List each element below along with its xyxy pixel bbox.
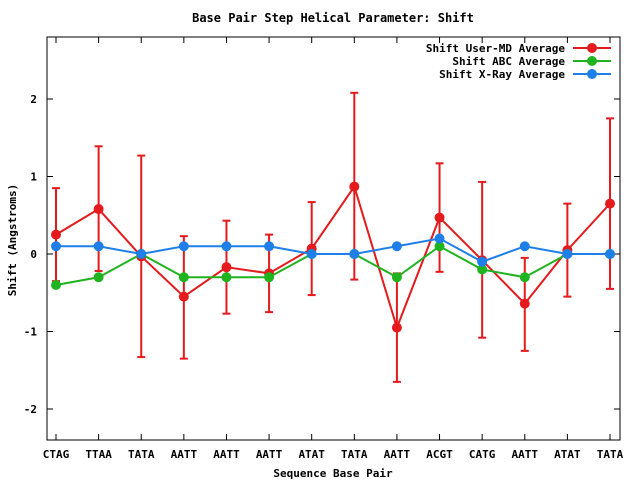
series-line <box>56 237 610 263</box>
data-point <box>221 272 232 283</box>
y-axis-label: Shift (Angstroms) <box>6 184 19 297</box>
data-point <box>477 256 488 267</box>
x-tick-label: CTAG <box>43 448 70 461</box>
legend-swatch-marker <box>587 43 597 53</box>
x-axis-label: Sequence Base Pair <box>273 467 393 480</box>
data-point <box>178 291 189 302</box>
data-point <box>93 241 104 252</box>
series-2 <box>51 233 615 267</box>
data-point <box>306 249 317 259</box>
data-point <box>221 262 232 273</box>
data-point <box>349 249 360 259</box>
x-tick-label: TATA <box>597 448 624 461</box>
plot-border <box>46 36 621 441</box>
data-point <box>477 264 488 275</box>
data-point <box>605 249 615 259</box>
legend-swatch-marker <box>587 69 597 79</box>
x-tick-label: TATA <box>341 448 368 461</box>
data-point <box>434 241 445 252</box>
data-point <box>562 249 573 259</box>
data-point <box>93 204 104 215</box>
data-point <box>605 198 615 209</box>
legend-swatch-marker <box>587 56 597 66</box>
data-point <box>349 181 360 192</box>
data-point <box>136 249 147 259</box>
y-tick-label: -2 <box>24 403 37 416</box>
data-point <box>264 272 275 283</box>
data-point <box>391 272 402 283</box>
data-point <box>434 233 445 244</box>
legend-label: Shift X-Ray Average <box>439 68 565 81</box>
y-tick-label: 0 <box>30 248 37 261</box>
legend-label: Shift ABC Average <box>452 55 565 68</box>
data-point <box>51 229 61 240</box>
y-tick-label: -1 <box>24 326 38 339</box>
x-tick-label: CATG <box>469 448 496 461</box>
data-point <box>264 241 275 252</box>
data-point <box>51 241 61 252</box>
x-tick-label: ACGT <box>426 448 453 461</box>
data-point <box>434 212 445 223</box>
y-tick-label: 1 <box>30 171 37 184</box>
chart-title: Base Pair Step Helical Parameter: Shift <box>192 11 474 25</box>
data-point <box>391 241 402 252</box>
data-point <box>519 241 530 252</box>
x-tick-label: AATT <box>512 448 539 461</box>
data-point <box>391 322 402 333</box>
data-point <box>519 272 530 283</box>
data-point <box>51 280 61 290</box>
data-point <box>221 241 232 252</box>
data-point <box>93 272 104 283</box>
x-tick-label: TTAA <box>85 448 112 461</box>
x-tick-label: ATAT <box>298 448 325 461</box>
x-tick-label: AATT <box>384 448 411 461</box>
data-point <box>178 241 189 252</box>
y-tick-label: 2 <box>30 93 37 106</box>
data-point <box>519 298 530 309</box>
data-point <box>178 272 189 283</box>
series-line <box>55 184 611 331</box>
series-1 <box>51 241 615 290</box>
series-0 <box>51 91 615 383</box>
x-tick-label: ATAT <box>554 448 581 461</box>
x-tick-label: TATA <box>128 448 155 461</box>
x-tick-label: AATT <box>171 448 198 461</box>
x-tick-label: AATT <box>256 448 283 461</box>
legend-label: Shift User-MD Average <box>426 42 565 55</box>
x-tick-label: AATT <box>213 448 240 461</box>
